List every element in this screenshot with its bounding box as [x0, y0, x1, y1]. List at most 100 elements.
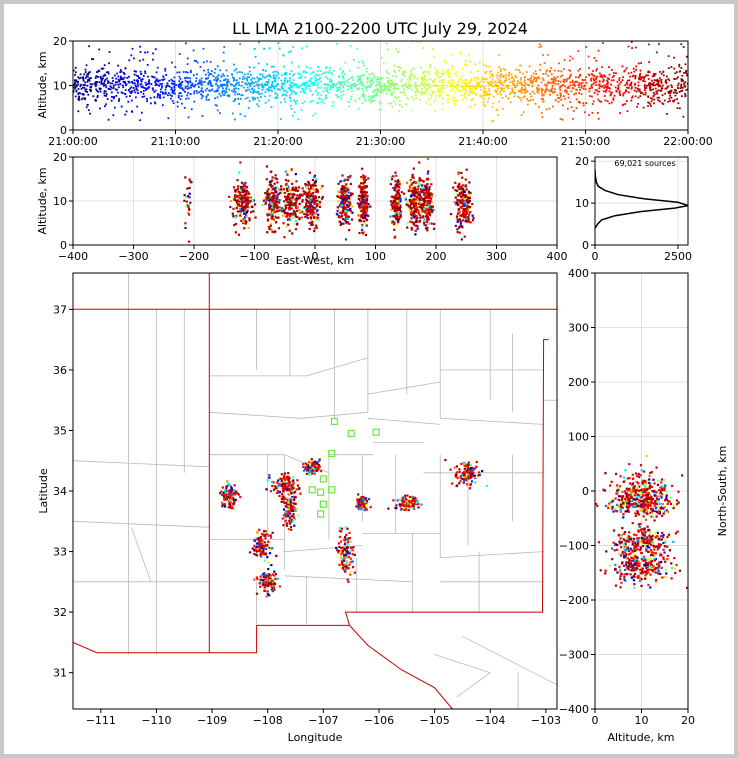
ew-altitude-point [396, 189, 400, 192]
time-altitude-point [630, 71, 633, 74]
time-altitude-point [178, 75, 181, 78]
ew-altitude-point [425, 188, 428, 191]
time-altitude-point [247, 82, 250, 84]
time-altitude-point [248, 66, 251, 68]
ew-altitude-point [184, 176, 187, 179]
ew-altitude-point [270, 170, 273, 173]
ew-altitude-point [316, 216, 320, 219]
time-altitude-point [585, 76, 587, 79]
ew-altitude-point [415, 214, 418, 218]
ew-altitude-point [305, 208, 308, 211]
time-altitude-point [511, 82, 514, 85]
time-altitude-point [335, 86, 338, 89]
time-altitude-point [492, 95, 495, 98]
time-altitude-point [468, 92, 471, 95]
time-altitude-point [342, 90, 345, 93]
ew-altitude-point [416, 188, 420, 191]
ew-altitude-point [295, 215, 299, 219]
time-altitude-point [476, 76, 478, 79]
time-altitude-point [232, 100, 235, 103]
county-line [301, 411, 368, 419]
ew-altitude-point [415, 204, 418, 207]
time-altitude-point [253, 48, 256, 50]
ew-altitude-point [311, 184, 314, 187]
time-altitude-point [248, 100, 251, 103]
ew-altitude-point [460, 171, 463, 174]
ew-altitude-point [188, 196, 191, 199]
ew-altitude-point [245, 189, 248, 192]
ew-altitude-point [459, 187, 463, 191]
time-altitude-point [502, 74, 505, 77]
time-altitude-panel: 21:00:00 21:10:00 21:20:00 21:30:00 21:40:00… [36, 35, 713, 148]
ew-altitude-point [315, 196, 318, 199]
time-altitude-point [305, 45, 308, 48]
plan-view-point [280, 477, 284, 481]
ew-altitude-point [231, 212, 234, 215]
time-altitude-point [658, 79, 660, 82]
time-altitude-point [486, 81, 489, 84]
time-altitude-point [591, 103, 594, 105]
time-altitude-point [446, 101, 449, 103]
ew-altitude-point [235, 206, 238, 210]
ew-altitude-point [397, 185, 400, 188]
ew-altitude-point [237, 203, 240, 206]
time-altitude-point [389, 92, 392, 95]
ew-altitude-point [340, 180, 343, 183]
time-altitude-point [375, 91, 378, 94]
time-altitude-point [678, 90, 681, 93]
time-altitude-point [649, 87, 651, 90]
plan-view-point [278, 585, 281, 588]
ew-altitude-point [277, 192, 280, 195]
ew-altitude-point [342, 210, 345, 213]
time-altitude-point [149, 97, 152, 99]
time-altitude-point [457, 88, 460, 91]
ew-altitude-point [398, 195, 401, 198]
time-altitude-point [590, 95, 593, 98]
time-altitude-point [207, 68, 210, 71]
time-altitude-point [283, 72, 286, 75]
ew-altitude-point [249, 200, 252, 203]
ew-altitude-point [244, 215, 247, 218]
plan-view-point [257, 536, 261, 540]
ew-altitude-point [234, 231, 237, 234]
plan-view-point [264, 577, 267, 581]
time-altitude-point [686, 82, 688, 85]
time-altitude-point [468, 94, 470, 97]
time-altitude-point [300, 84, 303, 87]
time-altitude-point [209, 82, 212, 84]
time-altitude-point [653, 74, 656, 77]
time-altitude-point [99, 107, 101, 110]
time-altitude-point [119, 71, 122, 74]
time-altitude-point [683, 84, 686, 87]
time-altitude-point [606, 81, 609, 84]
time-altitude-point [317, 86, 320, 89]
time-altitude-point [253, 96, 256, 99]
ew-altitude-point [308, 221, 311, 224]
plan-view-point [257, 545, 260, 548]
ew-altitude-point [242, 185, 245, 188]
ew-altitude-point [187, 211, 190, 215]
plan-view-point [269, 574, 272, 577]
time-altitude-point [596, 68, 598, 70]
time-altitude-point [329, 85, 332, 88]
time-altitude-point [385, 42, 388, 45]
time-altitude-point [217, 86, 220, 89]
ew-altitude-point [363, 190, 366, 193]
time-altitude-point [249, 74, 252, 76]
time-altitude-point [447, 71, 450, 74]
plan-view-point [299, 492, 302, 495]
time-altitude-point [495, 91, 498, 93]
time-altitude-point [667, 67, 670, 69]
source-count-annotation: 69,021 sources [614, 159, 675, 168]
ew-altitude-point [317, 199, 320, 202]
time-altitude-point [82, 93, 84, 95]
time-altitude-point [275, 74, 278, 77]
time-altitude-point [456, 99, 459, 102]
time-altitude-point [500, 82, 503, 84]
ew-altitude-point [316, 203, 319, 206]
time-altitude-point [545, 70, 548, 73]
time-altitude-point [164, 91, 167, 94]
time-altitude-point [628, 84, 631, 87]
time-altitude-point [532, 98, 535, 101]
time-altitude-point [431, 90, 434, 93]
